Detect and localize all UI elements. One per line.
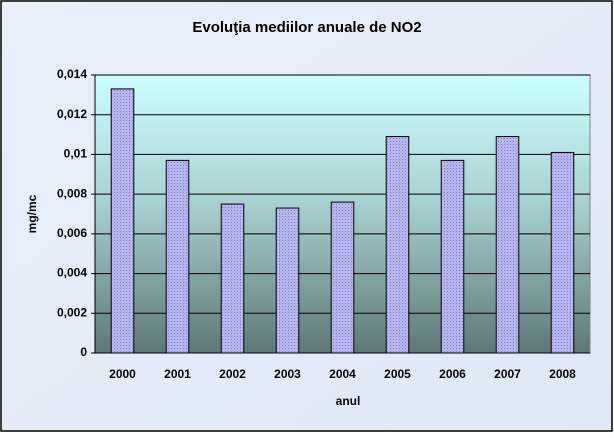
y-tick-label: 0,014 bbox=[57, 67, 87, 81]
bar bbox=[110, 88, 135, 354]
x-tick-label: 2006 bbox=[439, 367, 466, 381]
bar bbox=[440, 159, 465, 354]
x-tick-label: 2002 bbox=[219, 367, 246, 381]
x-tick-label: 2001 bbox=[164, 367, 191, 381]
x-tick-label: 2008 bbox=[549, 367, 576, 381]
x-axis-label: anul bbox=[336, 394, 361, 408]
x-tick-label: 2007 bbox=[494, 367, 521, 381]
y-tick-label: 0,008 bbox=[57, 186, 87, 200]
y-tick-label: 0,002 bbox=[57, 305, 87, 319]
y-axis-label: mg/mc bbox=[25, 194, 39, 233]
y-tick-label: 0,012 bbox=[57, 107, 87, 121]
bar bbox=[550, 151, 575, 354]
y-tick-label: 0,006 bbox=[57, 226, 87, 240]
x-tick-label: 2003 bbox=[274, 367, 301, 381]
x-tick-label: 2005 bbox=[384, 367, 411, 381]
x-tick-label: 2004 bbox=[329, 367, 356, 381]
bar bbox=[385, 136, 410, 354]
bar bbox=[165, 159, 190, 354]
bar bbox=[330, 201, 355, 354]
chart-title: Evoluţia mediilor anuale de NO2 bbox=[192, 19, 421, 36]
bar bbox=[495, 136, 520, 354]
bar bbox=[275, 207, 300, 354]
y-tick-label: 0 bbox=[80, 345, 87, 359]
y-tick-label: 0,01 bbox=[64, 147, 88, 161]
x-tick-label: 2000 bbox=[109, 367, 136, 381]
bar bbox=[220, 203, 245, 354]
y-tick-label: 0,004 bbox=[57, 266, 87, 280]
